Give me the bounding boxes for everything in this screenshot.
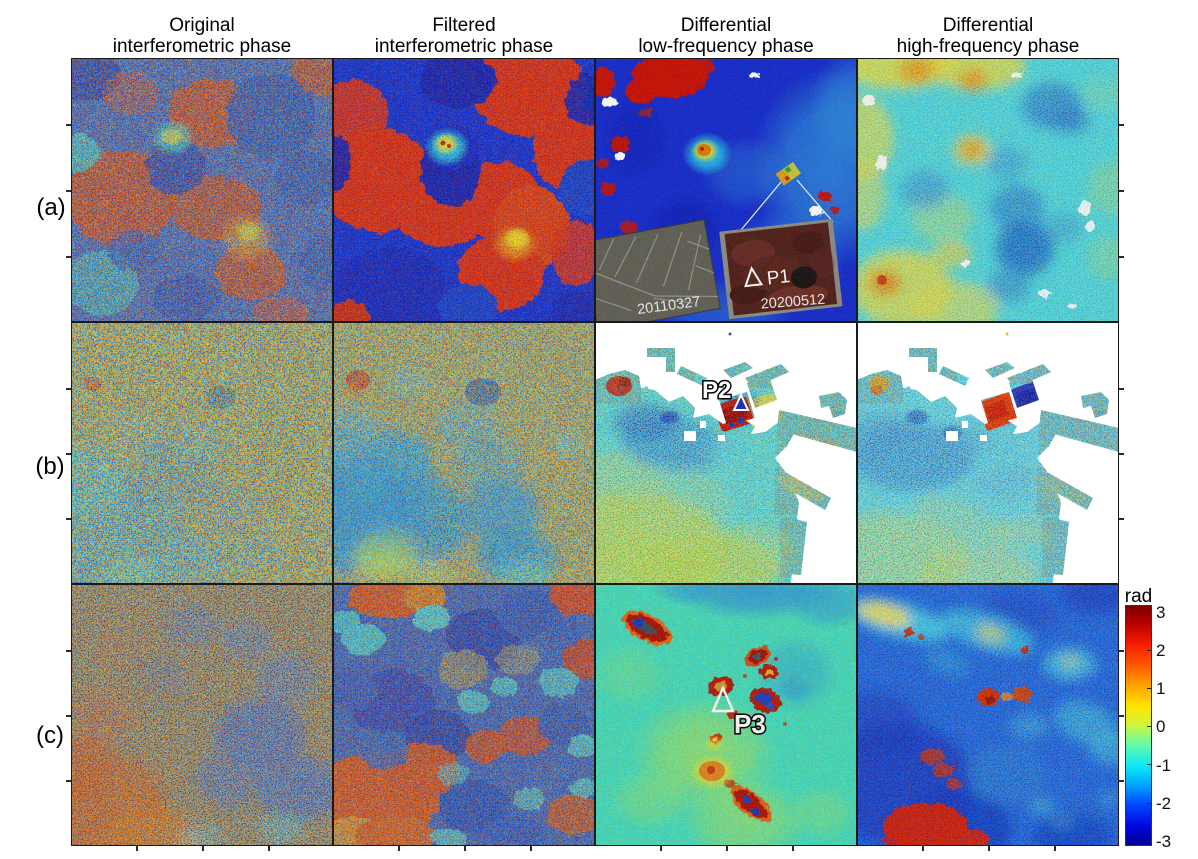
svg-text:P2: P2: [702, 377, 731, 404]
